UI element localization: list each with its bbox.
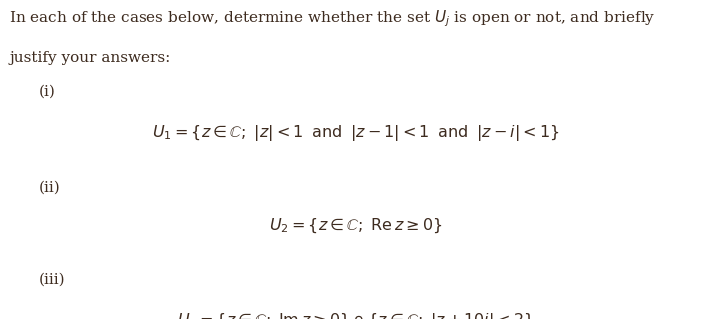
Text: $U_1 = \{z \in \mathbb{C};\; |z| < 1\;\; \mathrm{and}\;\; |z-1| < 1\;\; \mathrm{: $U_1 = \{z \in \mathbb{C};\; |z| < 1\;\;…	[151, 123, 560, 143]
Text: (iii): (iii)	[39, 273, 65, 287]
Text: (i): (i)	[39, 85, 56, 99]
Text: justify your answers:: justify your answers:	[9, 51, 171, 65]
Text: In each of the cases below, determine whether the set $U_j$ is open or not, and : In each of the cases below, determine wh…	[9, 8, 656, 29]
Text: (ii): (ii)	[39, 180, 61, 194]
Text: $U_2 = \{z \in \mathbb{C};\; \mathrm{Re}\, z \geq 0\}$: $U_2 = \{z \in \mathbb{C};\; \mathrm{Re}…	[269, 217, 442, 235]
Text: $U_3 = \{z \in \mathbb{C};\; \mathrm{Im}\, z \geq 0\} \cap \{z \in \mathbb{C};\;: $U_3 = \{z \in \mathbb{C};\; \mathrm{Im}…	[177, 311, 534, 319]
